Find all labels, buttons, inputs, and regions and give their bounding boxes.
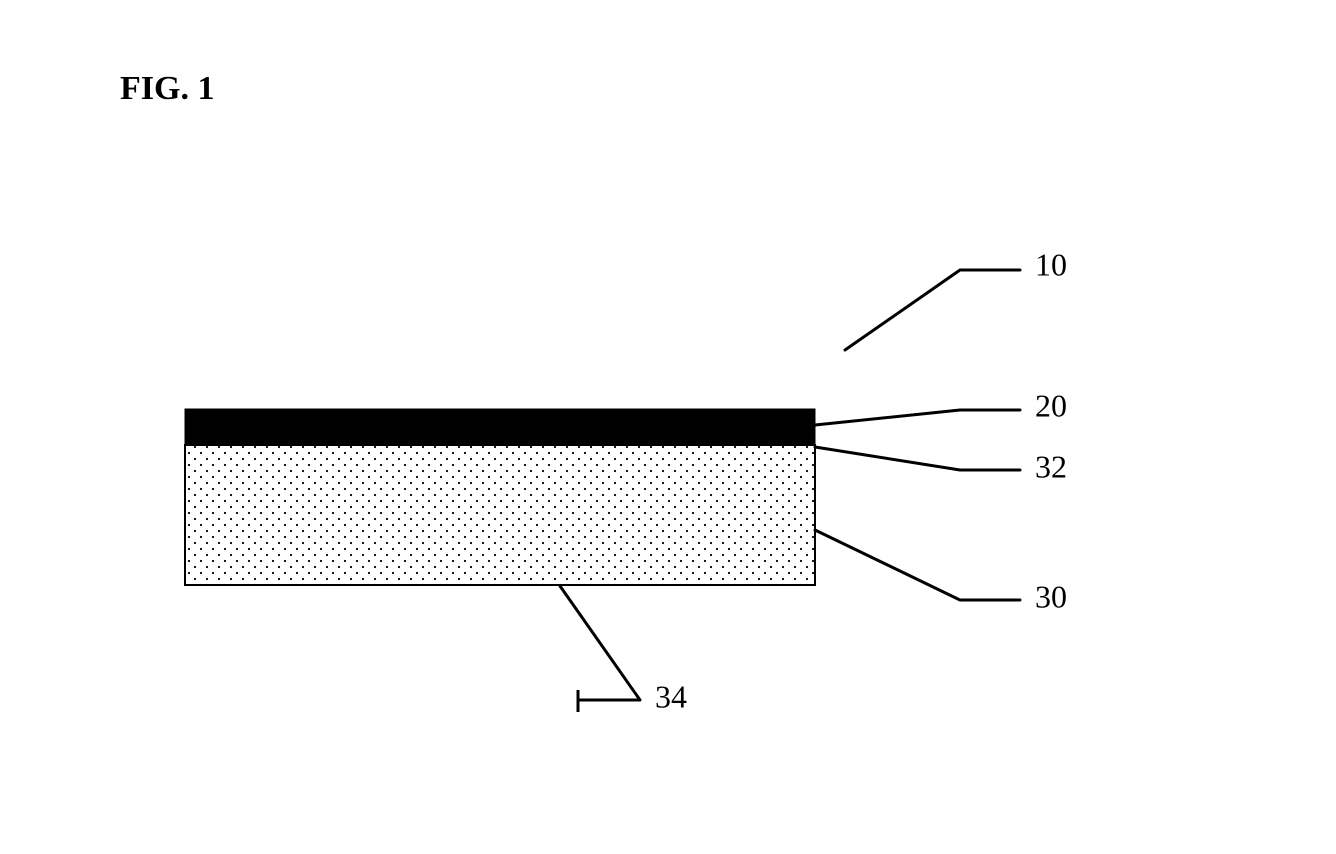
leader-line-34	[560, 586, 640, 700]
layer-dotted	[185, 445, 815, 585]
leader-line-20	[815, 410, 1020, 425]
figure-title: FIG. 1	[120, 70, 214, 108]
leader-line-30	[815, 530, 1020, 600]
callout-label-30: 30	[1035, 578, 1067, 614]
callout-label-32: 32	[1035, 448, 1067, 484]
callout-label-34: 34	[655, 678, 687, 714]
diagram-canvas: 10 20 32 30 34	[0, 0, 1336, 854]
layer-top-black	[185, 409, 815, 445]
callout-label-10: 10	[1035, 246, 1067, 282]
callout-label-20: 20	[1035, 387, 1067, 423]
leader-line-10	[845, 270, 1020, 350]
leader-line-32	[815, 447, 1020, 470]
